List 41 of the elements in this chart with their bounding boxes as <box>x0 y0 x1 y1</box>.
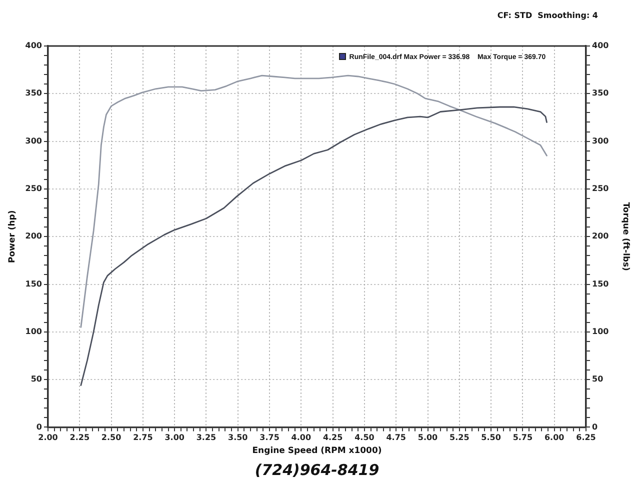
y-tick-label: 300 <box>25 136 42 146</box>
y-tick-label: 400 <box>25 41 42 50</box>
x-tick-label: 5.50 <box>481 433 502 442</box>
y-tick-label: 0 <box>36 422 42 432</box>
x-tick-label: 2.50 <box>101 433 122 442</box>
y2-tick-label: 0 <box>592 422 598 432</box>
y-axis-title: Power (hp) <box>7 210 18 263</box>
x-tick-label: 5.25 <box>450 433 470 442</box>
y-tick-label: 250 <box>25 184 42 194</box>
x-tick-label: 2.25 <box>70 433 90 442</box>
x-tick-label: 3.25 <box>196 433 217 442</box>
x-axis-title: Engine Speed (RPM x1000) <box>252 446 382 456</box>
x-tick-label: 4.00 <box>291 433 312 442</box>
y2-axis-title: Torque (ft-lbs) <box>620 202 631 272</box>
x-tick-label: 2.00 <box>38 433 58 442</box>
y2-tick-label: 350 <box>592 88 610 98</box>
y-tick-label: 200 <box>25 232 42 241</box>
x-tick-label: 6.00 <box>544 433 565 442</box>
x-tick-label: 3.50 <box>228 433 248 442</box>
y2-tick-label: 300 <box>592 136 610 146</box>
y2-tick-label: 150 <box>592 279 610 288</box>
x-tick-label: 2.75 <box>133 433 154 442</box>
x-tick-label: 4.50 <box>354 433 375 442</box>
text: (724)964-8419 <box>254 460 380 479</box>
y2-tick-label: 400 <box>592 41 610 50</box>
x-tick-label: 5.00 <box>418 433 438 442</box>
y-tick-label: 350 <box>25 88 42 98</box>
x-tick-label: 3.00 <box>164 433 185 442</box>
y-tick-label: 150 <box>25 279 42 288</box>
x-tick-label: 6.25 <box>576 433 596 442</box>
x-tick-label: 4.25 <box>322 433 344 442</box>
y-tick-label: 50 <box>30 374 42 384</box>
y2-tick-label: 200 <box>592 232 610 241</box>
x-tick-label: 3.75 <box>260 433 280 442</box>
x-tick-label: 5.75 <box>512 433 534 442</box>
x-tick-label: 4.75 <box>386 433 406 442</box>
text: CF: STD Smoothing: 4 <box>497 11 598 20</box>
y-tick-label: 100 <box>25 326 42 336</box>
y2-tick-label: 100 <box>592 326 610 336</box>
y2-tick-label: 250 <box>592 184 610 194</box>
y2-tick-label: 50 <box>592 374 604 384</box>
